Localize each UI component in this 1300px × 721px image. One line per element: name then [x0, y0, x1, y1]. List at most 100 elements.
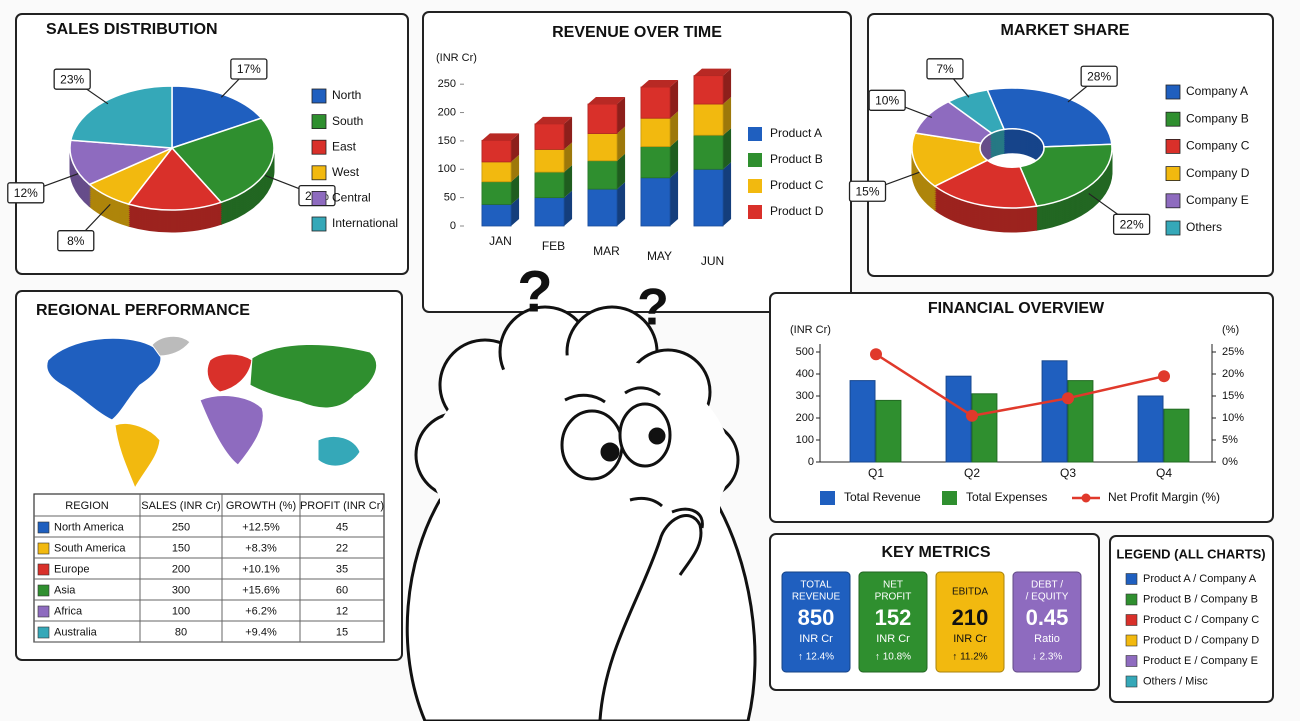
metric-label: TOTAL [800, 580, 832, 591]
table-cell: +12.5% [242, 521, 280, 533]
bar-side [723, 162, 732, 226]
bar-side [617, 97, 626, 134]
bar [1137, 395, 1164, 463]
data-label: 28% [1087, 69, 1111, 83]
metric-label: DEBT / [1031, 580, 1063, 591]
bar-side [670, 111, 679, 147]
line-point [870, 348, 882, 361]
row-swatch [37, 563, 50, 576]
bar-segment [481, 181, 512, 205]
legend-label: Company A [1186, 84, 1248, 98]
bar-segment [640, 177, 671, 227]
y-tick-label: 250 [438, 78, 456, 90]
bar-segment [587, 103, 618, 134]
row-swatch [37, 584, 50, 597]
pie-slice [170, 117, 275, 204]
x-tick-label: MAY [647, 249, 672, 263]
metric-label: REVENUE [792, 592, 841, 603]
region-shape [151, 335, 191, 357]
line-point [1062, 392, 1074, 405]
bar-top [693, 68, 732, 76]
legend-swatch [942, 491, 957, 505]
x-tick-label: FEB [542, 239, 565, 253]
panel-title: KEY METRICS [881, 544, 990, 561]
region-shape [317, 436, 361, 467]
data-label: 10% [875, 93, 899, 107]
legend-label: Company C [1186, 139, 1250, 153]
label-box [53, 68, 91, 90]
label-box [1112, 213, 1151, 235]
legend-label: Product C / Company C [1143, 614, 1259, 626]
legend-label: West [332, 165, 360, 179]
bar-side [617, 126, 626, 161]
bar-top [534, 116, 573, 124]
y-tick-label: 50 [444, 192, 456, 204]
pupil [648, 427, 666, 445]
y2-tick-label: 5% [1222, 434, 1238, 446]
table-header: PROFIT (INR Cr) [300, 500, 384, 512]
bar-side [670, 80, 679, 119]
legend-swatch [311, 190, 327, 206]
bar-top [587, 97, 626, 105]
bar-segment [534, 197, 565, 227]
y-tick-label: 200 [438, 106, 456, 118]
axis-label: (INR Cr) [436, 52, 477, 64]
legend-swatch [820, 491, 835, 505]
table-header: REGION [65, 500, 108, 512]
row-swatch [37, 626, 50, 639]
y-tick-label: 100 [796, 434, 814, 446]
legend-swatch [1125, 593, 1138, 606]
bar-segment [693, 134, 724, 170]
table-cell: 80 [175, 626, 187, 638]
legend-swatch [311, 216, 327, 232]
table-header: GROWTH (%) [226, 500, 296, 512]
metric-card [781, 571, 851, 673]
table-cell: Africa [54, 605, 83, 617]
table-cell: 250 [172, 521, 190, 533]
metric-unit: Ratio [1034, 633, 1060, 645]
y-tick-label: 100 [438, 163, 456, 175]
table-cell: 200 [172, 563, 190, 575]
bar-side [723, 128, 732, 170]
region-shape [249, 344, 377, 409]
table-cell: +6.2% [245, 605, 277, 617]
x-tick-label: Q3 [1060, 466, 1076, 480]
character [405, 305, 757, 721]
table-cell: Europe [54, 563, 89, 575]
label-box [7, 182, 45, 204]
bar-side [511, 174, 520, 205]
y-tick-label: 200 [796, 412, 814, 424]
axis-label: (INR Cr) [790, 324, 831, 336]
y-tick-label: 0 [450, 220, 456, 232]
legend-swatch [1081, 493, 1091, 503]
bar-side [511, 154, 520, 182]
legend-label: Others [1186, 220, 1222, 234]
panel-title: REGIONAL PERFORMANCE [36, 302, 250, 319]
bar-side [723, 68, 732, 105]
data-label: 23% [60, 72, 84, 86]
bar-segment [640, 86, 671, 119]
bar [1041, 360, 1068, 463]
legend-label: Product B [770, 152, 823, 166]
pie-slice [1018, 143, 1113, 207]
metric-value: 152 [875, 605, 912, 630]
legend-swatch [1125, 634, 1138, 647]
line-point [966, 409, 978, 422]
pie-slice [946, 89, 1006, 135]
table-cell: 100 [172, 605, 190, 617]
chart-title: FINANCIAL OVERVIEW [928, 300, 1105, 317]
legend-label: Company D [1186, 166, 1250, 180]
legend-label: Product D / Company D [1143, 634, 1259, 646]
pie-slice [933, 159, 1038, 209]
bar-segment [587, 188, 618, 227]
bar-segment [534, 149, 565, 173]
legend-swatch [1125, 675, 1138, 688]
metric-card [935, 571, 1005, 673]
table-cell: +8.3% [245, 542, 277, 554]
label-box [848, 180, 887, 202]
bar-side [564, 190, 573, 226]
region-shape [199, 395, 264, 466]
bar-top [481, 133, 520, 141]
pupil [600, 442, 620, 462]
legend-label: South [332, 114, 363, 128]
